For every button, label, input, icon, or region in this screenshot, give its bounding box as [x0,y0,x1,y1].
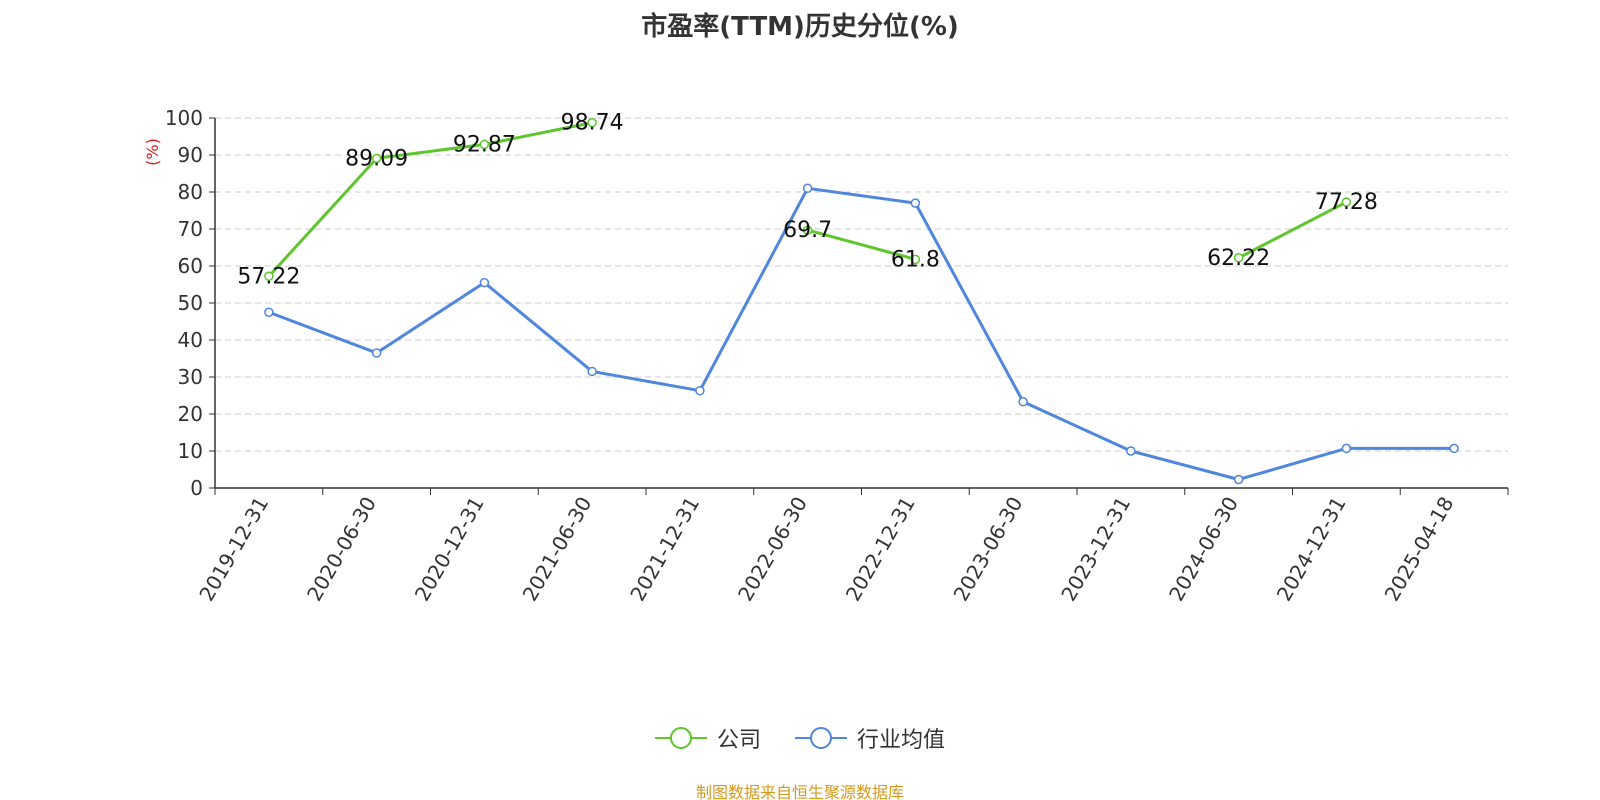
x-tick-label: 2024-06-30 [1164,493,1243,606]
y-tick-label: 50 [178,291,203,315]
series-line-company [807,228,916,261]
data-point-company [587,117,597,128]
data-point-company [371,153,382,164]
data-point-industry [1449,443,1459,454]
data-point-industry [695,385,705,396]
data-label: 77.28 [1315,190,1378,215]
data-label: 61.8 [891,247,940,272]
data-point-industry [1233,474,1244,485]
data-point-industry [479,277,490,288]
data-point-industry [1341,443,1352,454]
axes: 0 10 20 30 40 50 60 70 80 90 100 2019-12-31 2020-06-… [165,106,1509,606]
legend-label-industry: 行业均值 [857,728,946,753]
x-tick-label: 2021-12-31 [625,493,704,606]
legend-item-company[interactable]: 公司 [654,722,761,754]
y-tick-label: 90 [178,143,203,167]
data-point-company [910,254,921,265]
x-tick-label: 2025-04-18 [1380,493,1459,606]
y-tick-label: 30 [178,365,203,389]
y-tick-label: 70 [178,217,203,241]
data-point-industry [371,348,382,358]
y-tick-label: 80 [178,180,203,204]
x-tick-label: 2020-06-30 [302,493,381,606]
y-tick-label: 40 [178,328,203,352]
data-point-industry [1018,397,1028,407]
data-label: 89.09 [345,146,408,171]
series-line-company [267,121,593,278]
series-lines [264,117,1459,485]
data-labels: 57.22 89.09 92.87 98.74 69.7 61.8 62.22 77.28 [237,111,1377,290]
y-tick-label: 0 [190,476,203,500]
series-line-company [1237,200,1348,260]
legend-item-industry[interactable]: 行业均值 [795,722,945,754]
y-tick-label: 100 [165,106,203,130]
data-point-industry [1126,446,1136,456]
x-tick-label: 2019-12-31 [194,493,273,606]
data-point-company [1233,253,1244,263]
legend-label-company: 公司 [716,728,761,753]
y-axis-unit-label: (%) [143,138,162,166]
data-label: 69.7 [783,218,832,243]
data-label: 92.87 [453,132,516,157]
data-point-company [1341,197,1352,207]
data-point-industry [264,307,274,317]
series-line-industry [268,186,1455,481]
source-note: 制图数据来自恒生聚源数据库 [695,783,904,800]
y-tick-label: 10 [178,439,203,463]
grid-lines [215,117,1508,452]
x-tick-label: 2022-06-30 [733,493,812,606]
x-tick-label: 2021-06-30 [518,493,597,606]
x-tick-label: 2024-12-31 [1272,493,1351,606]
data-point-industry [910,198,921,208]
x-tick-label: 2022-12-31 [841,493,920,606]
data-point-industry [587,366,597,377]
data-point-industry [802,183,813,194]
x-tick-label: 2023-06-30 [949,493,1028,606]
legend: 公司 行业均值 [0,722,1600,754]
y-tick-label: 60 [178,254,203,278]
line-circle-icon [654,727,707,749]
line-circle-icon [795,727,847,749]
data-label: 62.22 [1207,246,1270,271]
data-point-company [264,271,274,282]
x-tick-label: 2020-12-31 [410,493,489,606]
x-tick-label: 2023-12-31 [1056,493,1135,606]
chart-title: 市盈率(TTM)历史分位(%) [641,12,959,42]
y-tick-label: 20 [178,402,203,426]
data-point-company [802,225,813,235]
data-point-company [479,139,490,150]
data-label: 57.22 [237,264,300,289]
data-label: 98.74 [561,111,624,136]
